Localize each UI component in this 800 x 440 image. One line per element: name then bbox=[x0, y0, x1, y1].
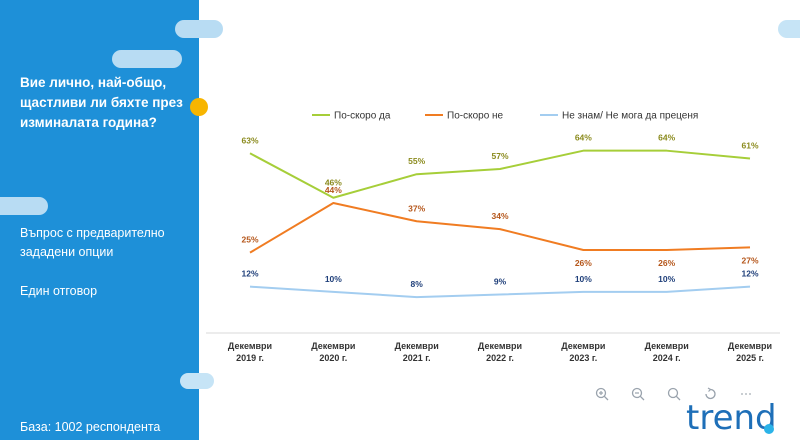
series-line-0 bbox=[249, 149, 751, 199]
data-label: 8% bbox=[411, 279, 424, 289]
sample-base: База: 1002 респондента bbox=[20, 420, 161, 434]
trend-logo: trend bbox=[686, 398, 777, 438]
x-tick-label: Декември 2021 г. bbox=[395, 341, 439, 363]
series-line-1 bbox=[249, 201, 751, 254]
data-label: 26% bbox=[575, 258, 592, 268]
data-label: 37% bbox=[408, 203, 425, 213]
answer-type-note: Един отговор bbox=[20, 284, 98, 298]
data-label: 10% bbox=[325, 274, 342, 284]
data-label: 12% bbox=[241, 269, 258, 279]
x-tick-label: Декември 2024 г. bbox=[645, 341, 689, 363]
data-label: 12% bbox=[741, 269, 758, 279]
data-label: 63% bbox=[241, 135, 258, 145]
data-label: 55% bbox=[408, 156, 425, 166]
legend-label-2: Не знам/ Не мога да преценя bbox=[562, 111, 698, 122]
sidebar: Вие лично, най-общо, щастливи ли бяхте п… bbox=[0, 0, 199, 440]
data-label: 64% bbox=[658, 133, 675, 143]
x-axis-ticks: Декември 2019 г. Декември 2020 г. Декември 20… bbox=[228, 341, 772, 363]
legend-label-0: По-скоро да bbox=[334, 111, 391, 122]
data-label: 10% bbox=[575, 274, 592, 284]
data-label: 34% bbox=[491, 211, 508, 221]
data-label: 61% bbox=[741, 141, 758, 151]
chart-series bbox=[249, 149, 751, 299]
data-label: 9% bbox=[494, 276, 507, 286]
more-icon[interactable] bbox=[734, 384, 758, 404]
data-labels: 63% 46% 55% 57% 64% 64% 61% 25% 44% 37% 34% 26% 26% 2… bbox=[241, 133, 758, 289]
x-tick-label: Декември 2022 г. bbox=[478, 341, 522, 363]
question-title: Вие лично, най-общо, щастливи ли бяхте п… bbox=[20, 75, 183, 130]
x-tick-label: Декември 2020 г. bbox=[311, 341, 355, 363]
data-label: 64% bbox=[575, 133, 592, 143]
data-label: 46% bbox=[325, 178, 342, 188]
zoom-in-icon[interactable] bbox=[590, 384, 614, 404]
zoom-out-icon[interactable] bbox=[626, 384, 650, 404]
decorative-dot bbox=[190, 98, 208, 116]
chart-legend: По-скоро да По-скоро не Не знам/ Не мога д… bbox=[312, 111, 698, 122]
data-label: 27% bbox=[741, 255, 758, 265]
logo-dot bbox=[764, 424, 774, 434]
decorative-pill bbox=[778, 20, 800, 38]
data-label: 57% bbox=[491, 151, 508, 161]
data-label: 10% bbox=[658, 274, 675, 284]
decorative-pill bbox=[112, 50, 182, 68]
data-label: 25% bbox=[241, 235, 258, 245]
decorative-pill bbox=[0, 197, 48, 215]
data-label: 26% bbox=[658, 258, 675, 268]
x-tick-label: Декември 2023 г. bbox=[561, 341, 605, 363]
decorative-pill bbox=[180, 373, 214, 389]
chart-toolbar bbox=[590, 384, 758, 404]
question-type-note: Въпрос с предварително зададени опции bbox=[20, 226, 165, 259]
search-icon[interactable] bbox=[662, 384, 686, 404]
reset-icon[interactable] bbox=[698, 384, 722, 404]
legend-label-1: По-скоро не bbox=[447, 111, 504, 122]
data-label: 44% bbox=[325, 185, 342, 195]
x-tick-label: Декември 2019 г. bbox=[228, 341, 272, 363]
series-line-2 bbox=[249, 285, 751, 299]
decorative-pill bbox=[175, 20, 223, 38]
x-tick-label: Декември 2025 г. bbox=[728, 341, 772, 363]
